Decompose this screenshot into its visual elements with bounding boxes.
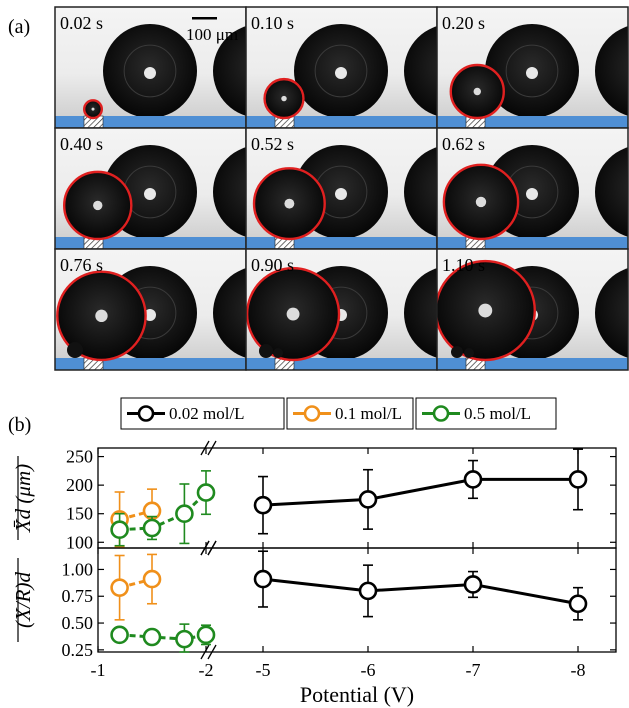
subplot-1: 0.25 0.50 0.75 1.00 (X/R)d -1 -2 -5 -6 -7 -8 Potent…	[11, 541, 616, 707]
y-axis-label: X̄d (μm)	[11, 464, 35, 533]
x-tick-label: -5	[256, 660, 271, 680]
data-point	[198, 485, 214, 501]
substrate	[246, 358, 437, 370]
substrate	[55, 116, 246, 128]
data-point	[465, 576, 481, 592]
data-point	[255, 571, 271, 587]
x-tick-label: -8	[571, 660, 586, 680]
y-axis-label: (X/R)d	[11, 572, 35, 628]
data-point	[465, 471, 481, 487]
data-point	[112, 580, 128, 596]
data-point	[144, 629, 160, 645]
data-point	[570, 596, 586, 612]
frame-time: 0.62 s	[442, 134, 485, 154]
x-tick-label: -7	[466, 660, 481, 680]
series-2	[112, 624, 214, 652]
series-0	[255, 551, 586, 620]
frame-time: 0.02 s	[60, 13, 103, 33]
y-tick-label: 0.25	[62, 640, 94, 660]
substrate	[437, 237, 628, 249]
satellite-bubble	[451, 346, 463, 358]
drop-highlight	[526, 67, 538, 79]
substrate	[246, 237, 437, 249]
y-tick-label: 0.50	[62, 613, 94, 633]
y-tick-label: 100	[66, 532, 93, 552]
data-point	[112, 522, 128, 538]
frame-time: 0.20 s	[442, 13, 485, 33]
legend: 0.02 mol/L 0.1 mol/L 0.5 mol/L	[121, 398, 556, 429]
legend-item-1: 0.1 mol/L	[287, 398, 413, 429]
drop-highlight	[335, 67, 347, 79]
satellite-bubble	[259, 344, 273, 358]
frame-time: 0.76 s	[60, 255, 103, 275]
plot-area: 100 150 200 250 X̄d (μm) 0.25 0.50 0.75 1.00 (X/R…	[11, 441, 616, 707]
x-tick-label: -2	[199, 660, 214, 680]
frame-time: 0.90 s	[251, 255, 294, 275]
satellite-bubble	[464, 348, 474, 358]
data-point	[144, 520, 160, 536]
drop-highlight	[144, 188, 156, 200]
subplot-0: 100 150 200 250 X̄d (μm)	[11, 441, 616, 555]
x-axis-label: Potential (V)	[300, 682, 414, 707]
series-line	[263, 479, 578, 505]
drop-highlight	[335, 188, 347, 200]
legend-marker	[139, 407, 153, 421]
data-point	[570, 471, 586, 487]
satellite-bubble	[273, 348, 283, 358]
y-tick-label: 1.00	[62, 559, 94, 579]
x-tick-label: -1	[91, 660, 106, 680]
image-grid: 0.02 s 100 μm 0.10 s 0.20 s 0.40 s 0.52 s 0.62…	[55, 7, 629, 370]
substrate	[55, 237, 246, 249]
y-tick-label: 0.75	[62, 586, 94, 606]
legend-label: 0.1 mol/L	[335, 404, 402, 423]
frame-time: 0.10 s	[251, 13, 294, 33]
data-point	[176, 506, 192, 522]
y-tick-label: 250	[66, 447, 93, 467]
frame-time: 0.52 s	[251, 134, 294, 154]
data-point	[176, 631, 192, 647]
panel-a-label: (a)	[8, 16, 30, 38]
data-point	[144, 571, 160, 587]
scale-bar	[192, 17, 217, 20]
substrate	[437, 358, 628, 370]
axes-frame	[98, 448, 616, 548]
frame-5: 0.62 s	[437, 128, 629, 249]
series-2	[112, 471, 214, 546]
frame-8: 1.10 s	[436, 249, 629, 370]
data-point	[112, 627, 128, 643]
legend-marker	[305, 407, 319, 421]
series-1	[112, 554, 160, 619]
y-tick-label: 150	[66, 504, 93, 524]
scale-bar-label: 100 μm	[186, 25, 238, 44]
legend-item-2: 0.5 mol/L	[416, 398, 556, 429]
legend-label: 0.5 mol/L	[464, 404, 531, 423]
frame-time: 0.40 s	[60, 134, 103, 154]
legend-item-0: 0.02 mol/L	[121, 398, 284, 429]
substrate	[55, 358, 246, 370]
data-point	[255, 497, 271, 513]
substrate	[437, 116, 628, 128]
satellite-bubble	[67, 342, 83, 358]
frame-2: 0.20 s	[437, 7, 629, 128]
series-line	[263, 579, 578, 604]
panel-b-label: (b)	[8, 414, 31, 436]
drop-highlight	[526, 188, 538, 200]
data-point	[360, 583, 376, 599]
drop-highlight	[144, 67, 156, 79]
legend-marker	[434, 407, 448, 421]
legend-label: 0.02 mol/L	[169, 404, 245, 423]
x-tick-label: -6	[361, 660, 376, 680]
data-point	[360, 491, 376, 507]
substrate	[246, 116, 437, 128]
frame-time: 1.10 s	[442, 255, 485, 275]
series-0	[255, 449, 586, 534]
data-point	[198, 627, 214, 643]
y-tick-label: 200	[66, 475, 93, 495]
